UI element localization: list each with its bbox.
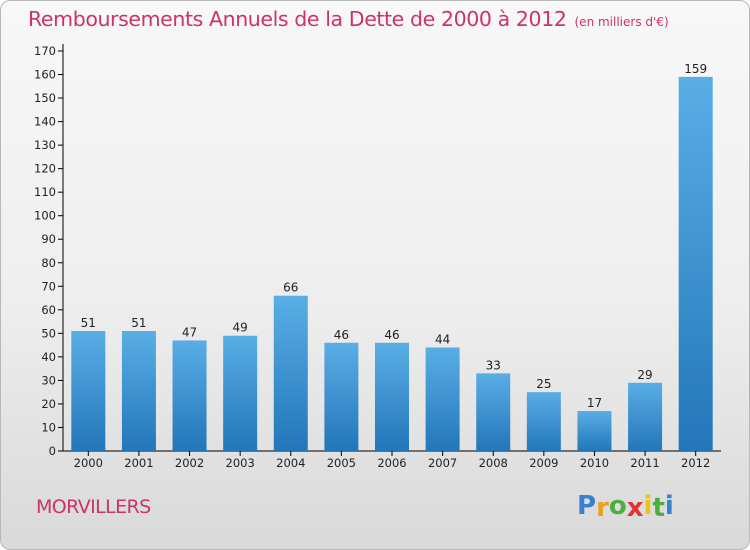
bar xyxy=(324,342,359,451)
y-tick-label: 130 xyxy=(34,138,56,152)
logo-letter: t xyxy=(652,493,665,523)
x-tick-label: 2000 xyxy=(74,456,103,470)
data-label: 46 xyxy=(334,328,349,342)
data-label: 66 xyxy=(283,281,298,295)
x-tick-label: 2011 xyxy=(630,456,659,470)
bar xyxy=(121,331,156,451)
chart-title-text: Remboursements Annuels de la Dette de 20… xyxy=(28,7,567,31)
x-tick-label: 2012 xyxy=(681,456,710,470)
y-tick-label: 160 xyxy=(34,68,56,82)
logo-letter: o xyxy=(608,491,627,521)
data-label: 51 xyxy=(81,316,96,330)
logo-letter: x xyxy=(626,493,644,523)
y-tick-label: 60 xyxy=(41,303,56,317)
x-tick-label: 2001 xyxy=(124,456,153,470)
logo-letter: P xyxy=(577,491,597,521)
proxiti-logo[interactable]: Proxiti xyxy=(577,491,674,523)
y-tick-label: 140 xyxy=(34,115,56,129)
y-tick-label: 40 xyxy=(41,350,56,364)
bar xyxy=(476,373,511,451)
x-tick-label: 2008 xyxy=(479,456,508,470)
y-tick-label: 30 xyxy=(41,373,56,387)
data-label: 47 xyxy=(182,325,197,339)
data-label: 159 xyxy=(684,62,707,76)
y-tick-label: 20 xyxy=(41,397,56,411)
x-tick-label: 2005 xyxy=(327,456,356,470)
logo-letter: r xyxy=(596,493,609,523)
bar xyxy=(425,347,460,451)
x-tick-label: 2007 xyxy=(428,456,457,470)
commune-name: MORVILLERS xyxy=(36,496,151,518)
x-tick-label: 2003 xyxy=(226,456,255,470)
y-tick-label: 50 xyxy=(41,326,56,340)
y-tick-label: 170 xyxy=(34,44,56,58)
y-tick-label: 0 xyxy=(49,444,56,458)
bar xyxy=(678,76,713,451)
y-tick-label: 150 xyxy=(34,91,56,105)
bar xyxy=(71,331,106,451)
x-tick-label: 2010 xyxy=(580,456,609,470)
data-label: 46 xyxy=(384,328,399,342)
x-tick-label: 2009 xyxy=(529,456,558,470)
bar xyxy=(172,340,207,451)
data-label: 49 xyxy=(233,321,248,335)
data-label: 44 xyxy=(435,332,450,346)
data-label: 29 xyxy=(637,368,652,382)
x-tick-label: 2002 xyxy=(175,456,204,470)
data-label: 25 xyxy=(536,377,551,391)
y-tick-label: 120 xyxy=(34,162,56,176)
logo-letter: i xyxy=(664,491,674,521)
y-tick-label: 70 xyxy=(41,279,56,293)
x-tick-label: 2006 xyxy=(377,456,406,470)
x-tick-label: 2004 xyxy=(276,456,305,470)
logo-letter: i xyxy=(643,491,653,521)
y-tick-label: 90 xyxy=(41,232,56,246)
chart-title: Remboursements Annuels de la Dette de 20… xyxy=(28,7,669,31)
bar xyxy=(273,295,308,451)
chart-unit-note: (en milliers d'€) xyxy=(574,15,669,29)
bar xyxy=(577,411,612,451)
bar xyxy=(223,335,258,451)
data-label: 33 xyxy=(486,358,501,372)
bar xyxy=(526,392,561,451)
y-tick-label: 80 xyxy=(41,256,56,270)
bar xyxy=(628,382,663,451)
data-label: 17 xyxy=(587,396,602,410)
y-tick-label: 10 xyxy=(41,420,56,434)
y-tick-label: 100 xyxy=(34,209,56,223)
data-label: 51 xyxy=(131,316,146,330)
y-tick-label: 110 xyxy=(34,185,56,199)
bar xyxy=(375,342,409,451)
